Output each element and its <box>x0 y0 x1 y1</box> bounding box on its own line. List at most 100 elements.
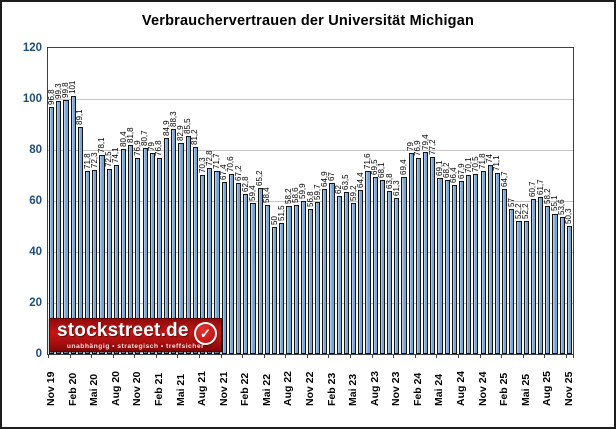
bar <box>329 183 335 354</box>
bar <box>408 152 414 354</box>
x-axis-tick <box>112 354 114 358</box>
bar-value-label: 74,1 <box>111 147 121 164</box>
x-tick-label: Nov 25 <box>562 371 575 406</box>
logo-brand-text: stockstreet.de <box>57 320 189 341</box>
bar <box>207 168 213 354</box>
x-axis-tick <box>91 354 93 358</box>
x-axis-tick <box>350 354 352 358</box>
x-tick-label: Aug 20 <box>109 370 122 406</box>
checkmark-icon: ✓ <box>194 322 217 345</box>
bar <box>430 157 436 354</box>
bar <box>336 195 342 354</box>
x-axis-tick <box>242 354 244 358</box>
x-axis-tick <box>501 354 503 358</box>
y-tick-label: 120 <box>22 42 42 54</box>
bar <box>271 226 278 354</box>
bar <box>566 225 572 354</box>
x-tick-label: Feb 22 <box>239 372 252 406</box>
x-axis-tick <box>69 354 71 358</box>
bar-value-label: 76,8 <box>154 140 164 157</box>
x-tick-label: Feb 23 <box>325 372 338 406</box>
bar <box>185 135 191 354</box>
x-tick-label: Mai 24 <box>433 373 446 406</box>
bar-value-label: 51,5 <box>276 205 286 221</box>
x-axis-tick <box>479 354 481 358</box>
bar <box>480 170 486 354</box>
x-tick-label: Mai 21 <box>174 373 187 406</box>
x-tick-label: Nov 22 <box>304 371 316 406</box>
x-tick-label: Nov 19 <box>45 371 58 406</box>
bar <box>214 171 220 354</box>
bar <box>458 180 465 354</box>
x-axis-tick <box>306 354 308 358</box>
bar <box>451 184 457 354</box>
bar <box>494 172 501 354</box>
bar <box>307 209 314 354</box>
x-axis-tick <box>393 354 395 358</box>
bar-value-label: 101 <box>68 81 78 95</box>
bar <box>106 169 112 354</box>
bar <box>200 174 206 354</box>
bar-value-label: 65,2 <box>255 170 265 186</box>
x-axis-tick <box>155 354 157 358</box>
chart-title: Verbrauchervertrauen der Universität Mic… <box>141 13 475 29</box>
bar <box>128 145 134 354</box>
x-tick-label: Feb 24 <box>411 372 424 406</box>
bar <box>156 158 163 354</box>
x-tick-label: Feb 25 <box>498 372 511 406</box>
bar <box>56 100 62 354</box>
bar-value-label: 64,4 <box>355 172 365 188</box>
bar <box>113 165 119 354</box>
bar <box>343 192 350 354</box>
bar <box>120 148 127 354</box>
bar <box>164 137 170 354</box>
bar <box>279 222 285 354</box>
bar <box>243 193 249 354</box>
stockstreet-logo: stockstreet.de ✓ unabhängig • strategisc… <box>49 318 222 352</box>
gridline <box>48 99 573 100</box>
x-tick-label: Nov 20 <box>131 371 144 406</box>
bar <box>77 126 83 354</box>
x-axis-tick <box>573 354 574 358</box>
bar <box>315 201 321 354</box>
bar <box>351 203 357 354</box>
y-tick-label: 60 <box>29 195 42 207</box>
x-tick-label: Mai 23 <box>347 373 360 406</box>
gridline <box>48 150 573 151</box>
x-tick-label: Aug 22 <box>282 370 295 406</box>
x-tick-label: Aug 24 <box>455 370 468 406</box>
bar-value-label: 50,3 <box>564 208 574 224</box>
bar <box>84 170 91 354</box>
x-tick-label: Mai 22 <box>260 373 273 406</box>
bar <box>92 169 98 354</box>
bar <box>487 165 493 354</box>
bar <box>235 182 242 354</box>
bar-value-label: 58,4 <box>262 187 272 204</box>
bar <box>523 220 529 354</box>
bar <box>387 191 393 354</box>
bar-value-label: 52,2 <box>521 203 531 219</box>
x-tick-label: Aug 21 <box>196 370 209 406</box>
x-axis-tick <box>48 354 49 358</box>
bar <box>365 171 371 354</box>
bar <box>142 148 148 354</box>
bar-value-label: 72,3 <box>89 152 99 168</box>
bar <box>415 157 421 354</box>
x-axis-tick <box>177 354 179 358</box>
x-axis-tick <box>522 354 524 358</box>
x-tick-label: Feb 21 <box>152 372 165 406</box>
x-tick-label: Aug 25 <box>541 370 554 406</box>
bar <box>437 177 443 354</box>
gridline <box>48 201 573 202</box>
bar-value-label: 77,2 <box>427 139 437 156</box>
bar <box>293 204 299 354</box>
x-axis-tick <box>134 354 136 358</box>
bar-value-label: 64,7 <box>499 171 509 187</box>
bar-value-label: 71,1 <box>492 155 502 171</box>
bar <box>394 197 400 354</box>
x-axis-tick <box>414 354 416 358</box>
bar <box>99 154 105 354</box>
x-axis-tick <box>371 354 373 358</box>
x-axis-tick <box>220 354 222 358</box>
bar <box>250 202 256 354</box>
